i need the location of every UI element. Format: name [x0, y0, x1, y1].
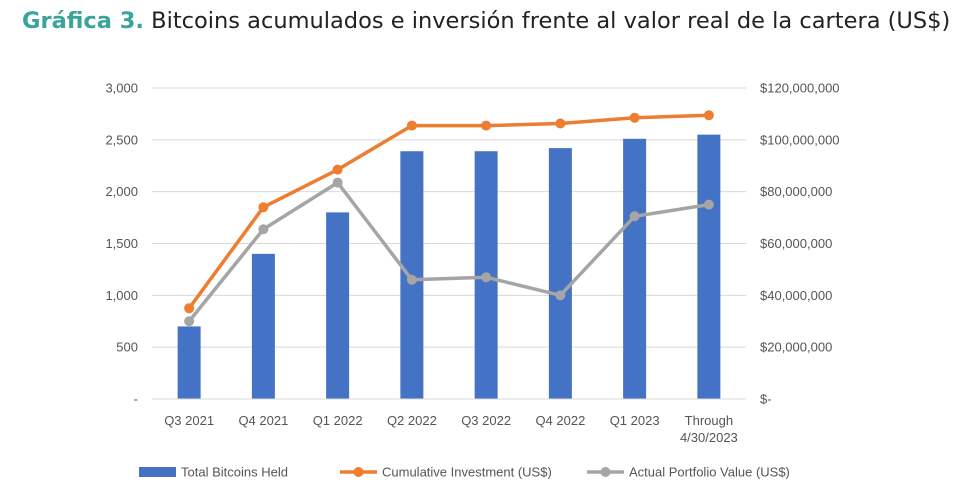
x-tick-label: Q4 2022	[535, 413, 585, 428]
right-tick-label: $120,000,000	[760, 81, 840, 96]
line-actual-portfolio-value-us	[187, 180, 710, 323]
x-tick-label: Through 4/30/2023	[680, 413, 738, 445]
point-cumulative-investment-us	[481, 120, 492, 131]
bar-series	[177, 134, 721, 399]
right-tick-label: $80,000,000	[760, 184, 832, 199]
right-tick-label: $20,000,000	[760, 340, 832, 355]
point-actual-portfolio-value-us	[703, 199, 714, 210]
legend-label: Total Bitcoins Held	[181, 465, 288, 480]
left-tick-label: 1,000	[105, 288, 138, 303]
chart-title-text: Bitcoins acumulados e inversión frente a…	[151, 8, 951, 34]
point-cumulative-investment-us	[555, 118, 566, 129]
left-tick-label: 2,000	[105, 184, 138, 199]
x-tick-label: Q3 2021	[164, 413, 214, 428]
point-actual-portfolio-value-us	[184, 316, 195, 327]
legend-marker	[600, 467, 611, 477]
x-tick-label: Q2 2022	[387, 413, 437, 428]
bar-total-bitcoins-held	[177, 326, 201, 399]
right-tick-label: $40,000,000	[760, 288, 832, 303]
legend-marker	[353, 467, 364, 477]
left-tick-label: 1,500	[105, 236, 138, 251]
bar-total-bitcoins-held	[251, 253, 275, 399]
left-tick-label: -	[134, 392, 138, 407]
point-actual-portfolio-value-us	[406, 274, 417, 285]
point-cumulative-investment-us	[184, 303, 195, 314]
point-actual-portfolio-value-us	[332, 177, 343, 188]
right-tick-label: $100,000,000	[760, 132, 840, 147]
point-cumulative-investment-us	[703, 110, 714, 121]
right-tick-label: $-	[760, 392, 772, 407]
x-tick-label: Q3 2022	[461, 413, 511, 428]
point-cumulative-investment-us	[332, 164, 343, 175]
chart-title: Gráfica 3. Bitcoins acumulados e inversi…	[22, 8, 950, 34]
bar-total-bitcoins-held	[623, 138, 647, 399]
right-axis: $- $20,000,000 $40,000,000 $60,000,000 $80,0…	[760, 81, 840, 407]
line-cumulative-investment-us	[187, 113, 709, 310]
legend-label: Cumulative Investment (US$)	[382, 465, 552, 480]
x-tick-label: Q1 2022	[313, 413, 363, 428]
bar-total-bitcoins-held	[548, 148, 572, 399]
left-axis: - 500 1,000 1,500 2,000 2,500 3,000	[105, 81, 138, 407]
left-tick-label: 500	[116, 340, 138, 355]
point-actual-portfolio-value-us	[258, 224, 269, 235]
line-series	[184, 110, 714, 327]
x-tick-label: Q1 2023	[610, 413, 660, 428]
legend-swatch	[139, 467, 176, 477]
point-actual-portfolio-value-us	[629, 211, 640, 222]
point-cumulative-investment-us	[406, 120, 417, 131]
x-axis: Q3 2021 Q4 2021 Q1 2022 Q2 2022 Q3 2022 Q4 20…	[152, 398, 746, 445]
left-tick-label: 3,000	[105, 81, 138, 96]
right-tick-label: $60,000,000	[760, 236, 832, 251]
left-tick-label: 2,500	[105, 132, 138, 147]
bar-total-bitcoins-held	[326, 212, 350, 399]
point-cumulative-investment-us	[258, 202, 269, 213]
point-actual-portfolio-value-us	[555, 290, 566, 301]
point-actual-portfolio-value-us	[481, 272, 492, 283]
legend: Total Bitcoins Held Cumulative Investment…	[139, 465, 790, 480]
chart-title-prefix: Gráfica 3.	[22, 8, 144, 34]
bar-total-bitcoins-held	[697, 134, 721, 399]
legend-label: Actual Portfolio Value (US$)	[629, 465, 790, 480]
point-cumulative-investment-us	[629, 112, 640, 123]
gridlines	[152, 87, 746, 400]
x-tick-label: Q4 2021	[238, 413, 288, 428]
